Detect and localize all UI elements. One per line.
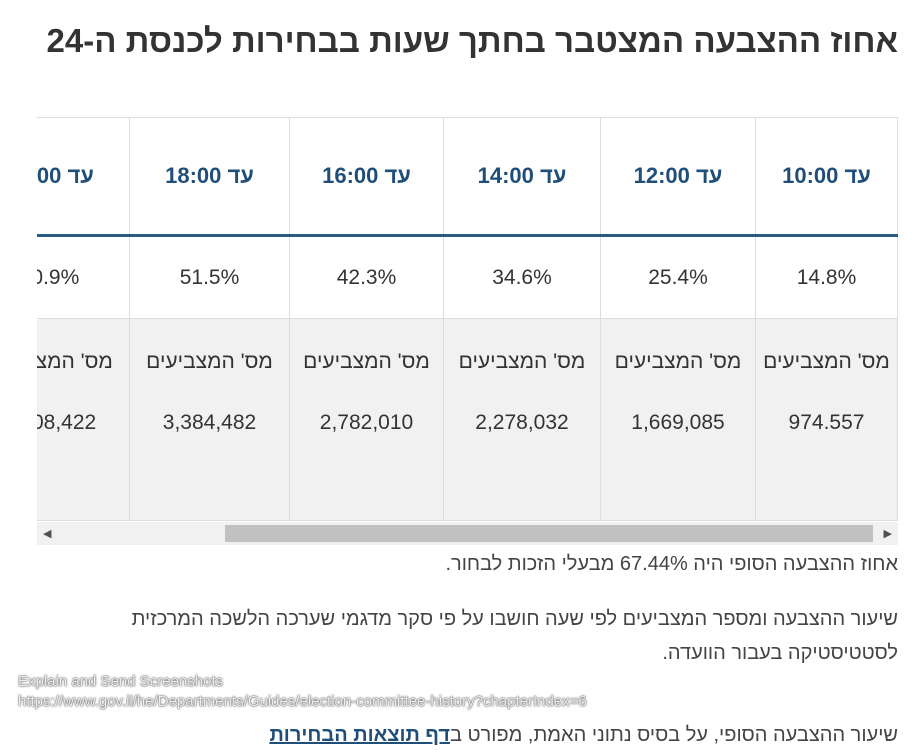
final-results-prefix: שיעור ההצבעה הסופי, על בסיס נתוני האמת, … [449,724,898,746]
horizontal-scrollbar[interactable]: ◀ ▶ [37,522,898,545]
scroll-right-arrow-icon[interactable]: ▶ [883,528,892,540]
percent-cell: 60.9% [37,235,130,319]
count-cell: מס' המצביעים 2,278,032 [443,318,601,521]
percent-cell: 34.6% [443,235,601,319]
count-row: מס' המצביעים 974.557 מס' המצביעים 1,669,08… [37,318,898,521]
count-cell: מס' המצביעים 3,384,482 [129,318,290,521]
count-label: מס' המצביעים [37,350,113,373]
overlay-url: https://www.gov.il/he/Departments/Guides… [18,693,587,710]
count-value: 3,384,482 [162,411,257,434]
count-value: 2,278,032 [475,411,569,434]
overlay-title: Explain and Send Screenshots [18,673,224,690]
count-cell: מס' המצביעים 3,908,422 [37,318,130,521]
methodology-text: שיעור ההצבעה ומספר המצביעים לפי שעה חושב… [131,608,898,664]
turnout-table-container: עד 10:00 עד 12:00 עד 14:00 עד 16:00 עד 1… [37,117,898,521]
percent-cell: 25.4% [600,235,756,319]
header-row: עד 10:00 עד 12:00 עד 14:00 עד 16:00 עד 1… [37,117,898,237]
final-turnout-text: אחוז ההצבעה הסופי היה 67.44% מבעלי הזכות… [445,553,898,575]
percent-cell: 51.5% [129,235,290,319]
scroll-left-arrow-icon[interactable]: ◀ [43,528,52,540]
count-label: מס' המצביעים [146,350,273,373]
header-cell: עד 12:00 [600,117,756,237]
percent-cell: 14.8% [755,235,898,319]
count-value: 974.557 [788,411,865,434]
percent-row: 14.8% 25.4% 34.6% 42.3% 51.5% 60.9% [37,235,898,319]
header-cell: עד 18:00 [129,117,290,237]
election-results-link[interactable]: דף תוצאות הבחירות [269,724,450,746]
count-label: מס' המצביעים [458,350,586,373]
count-cell: מס' המצביעים 974.557 [755,318,898,521]
header-cell: עד 16:00 [289,117,444,237]
count-label: מס' המצביעים [763,350,890,373]
header-cell: עד 10:00 [755,117,898,237]
count-value: 3,908,422 [37,411,97,434]
turnout-table: עד 10:00 עד 12:00 עד 14:00 עד 16:00 עד 1… [37,117,898,521]
page-title: אחוז ההצבעה המצטבר בחתך שעות בבחירות לכנ… [46,22,899,59]
count-cell: מס' המצביעים 1,669,085 [600,318,756,521]
scrollbar-thumb[interactable] [225,525,873,542]
count-value: 1,669,085 [631,411,725,434]
count-value: 2,782,010 [319,411,414,434]
final-results-text: שיעור ההצבעה הסופי, על בסיס נתוני האמת, … [38,718,898,752]
count-label: מס' המצביעים [614,350,742,373]
header-cell: עד 14:00 [443,117,601,237]
percent-cell: 42.3% [289,235,444,319]
count-label: מס' המצביעים [303,350,430,373]
header-cell: עד 20:00 [37,117,130,237]
count-cell: מס' המצביעים 2,782,010 [289,318,444,521]
